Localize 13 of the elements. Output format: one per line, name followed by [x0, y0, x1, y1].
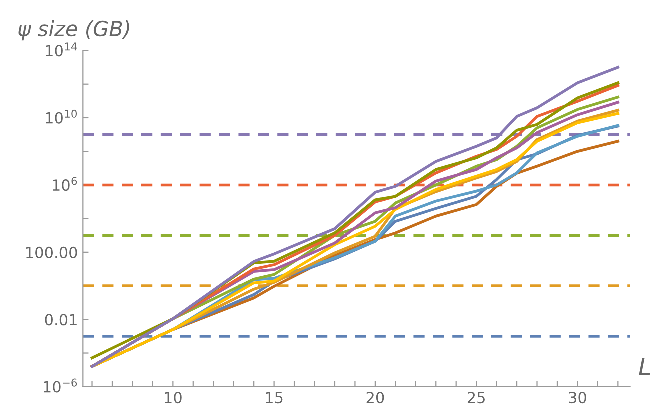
x-tick-label: 20 — [366, 392, 384, 404]
x-tick-label: 30 — [569, 392, 586, 404]
x-tick-label: 25 — [468, 392, 485, 404]
y-tick-label: 10$^{6}$ — [53, 177, 78, 192]
x-axis-title: L — [639, 358, 650, 376]
x-tick-label: 15 — [266, 392, 283, 404]
y-tick-label: 10$^{10}$ — [46, 110, 78, 124]
y-tick-label: 100.00 — [26, 246, 78, 258]
y-tick-label: 10$^{14}$ — [46, 42, 78, 57]
x-tick-label: 10 — [165, 392, 182, 404]
y-tick-label: 10$^{−6}$ — [44, 378, 78, 393]
y-tick-label: 0.01 — [45, 314, 77, 326]
y-axis-title: ψ size (GB) — [18, 20, 130, 41]
